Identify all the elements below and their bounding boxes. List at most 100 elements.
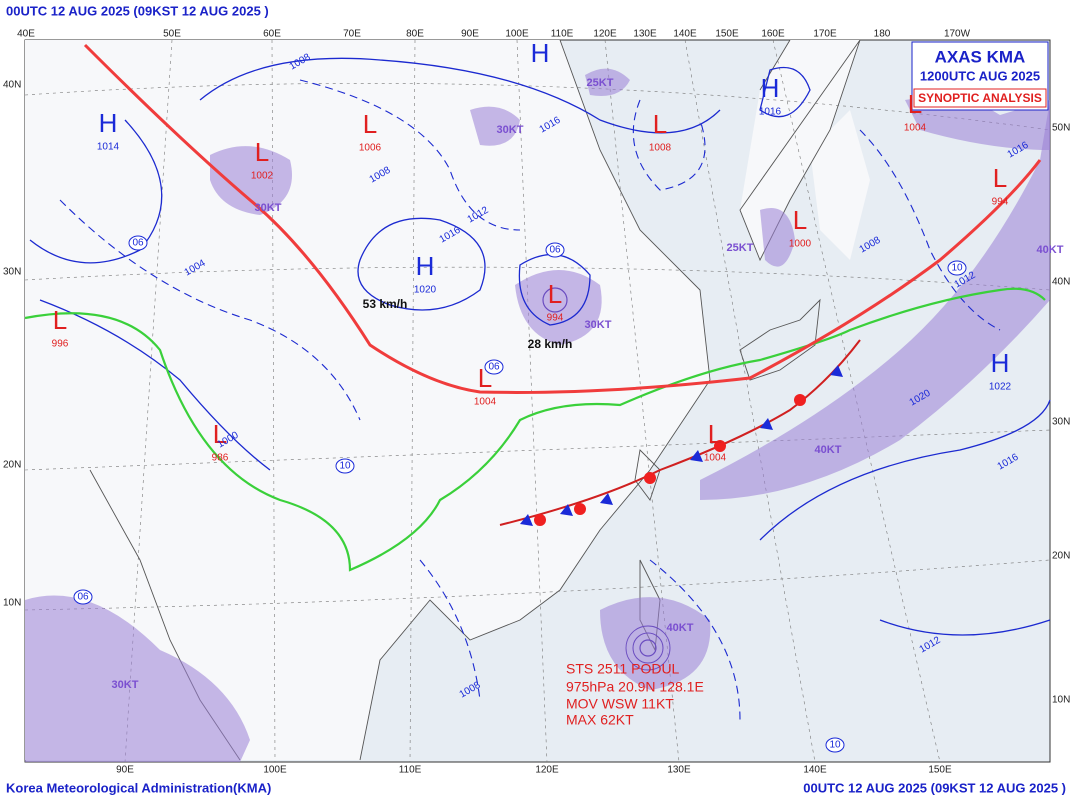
latitude-label: 20N xyxy=(1052,551,1070,562)
low-pressure-center-pressure: 1000 xyxy=(789,239,812,250)
circled-label: 10 xyxy=(951,263,963,274)
wind-label: 30KT xyxy=(497,124,524,136)
wind-label: 30KT xyxy=(585,319,612,331)
low-pressure-center: L xyxy=(708,419,722,449)
legend-analysis-box xyxy=(913,88,1047,108)
latitude-label: 40N xyxy=(1052,277,1070,288)
longitude-label: 70E xyxy=(343,29,361,40)
typhoon-name: STS 2511 PODUL xyxy=(566,661,680,677)
high-pressure-center: H xyxy=(416,251,435,281)
typhoon-symbol xyxy=(542,287,671,671)
header-title: 00UTC 12 AUG 2025 (09KST 12 AUG 2025 ) xyxy=(6,3,269,18)
latitude-label: 30N xyxy=(1052,417,1070,428)
wind-label: 30KT xyxy=(112,679,139,691)
low-pressure-center-pressure: 1002 xyxy=(251,171,274,182)
low-pressure-center: L xyxy=(548,279,562,309)
low-pressure-center: L xyxy=(213,419,227,449)
longitude-label: 130E xyxy=(633,29,657,40)
high-pressure-center-pressure: 1016 xyxy=(759,107,782,118)
longitude-label: 160E xyxy=(761,29,785,40)
low-pressure-center: L xyxy=(53,305,67,335)
fronts xyxy=(83,43,1042,526)
footer-right: 00UTC 12 AUG 2025 (09KST 12 AUG 2025 ) xyxy=(803,780,1066,795)
circled-label: 06 xyxy=(77,592,89,603)
circled-label-ring xyxy=(947,260,967,276)
longitude-label: 110E xyxy=(551,29,574,40)
circled-label: 10 xyxy=(339,461,351,472)
circled-label: 06 xyxy=(549,245,561,256)
legend-time: 1200UTC AUG 2025 xyxy=(920,68,1040,83)
longitude-label: 150E xyxy=(928,765,952,776)
land xyxy=(25,40,870,760)
latitude-label: 10N xyxy=(1052,695,1070,706)
longitude-label: 170E xyxy=(813,29,837,40)
latitude-label: 50N xyxy=(1052,123,1070,134)
longitude-label: 170W xyxy=(944,29,971,40)
low-pressure-center: L xyxy=(993,163,1007,193)
high-pressure-center-pressure: 1020 xyxy=(414,285,437,296)
longitude-label: 90E xyxy=(116,765,134,776)
low-pressure-center: L xyxy=(908,89,922,119)
circled-label-ring xyxy=(484,359,504,375)
low-pressure-center-pressure: 1004 xyxy=(904,123,927,134)
typhoon-max-wind: MAX 62KT xyxy=(566,712,634,728)
circled-label-ring xyxy=(335,458,355,474)
circled-label-ring xyxy=(825,737,845,753)
wind-label: 53 km/h xyxy=(363,297,408,311)
longitude-label: 50E xyxy=(163,29,181,40)
longitude-label: 80E xyxy=(406,29,424,40)
longitude-label: 110E xyxy=(399,765,422,776)
longitude-label: 180 xyxy=(874,29,891,40)
high-pressure-center-pressure: 1014 xyxy=(97,142,120,153)
low-pressure-center: L xyxy=(363,109,377,139)
low-pressure-center: L xyxy=(793,205,807,235)
wind-label: 28 km/h xyxy=(528,337,573,351)
circled-label: 06 xyxy=(132,238,144,249)
low-pressure-center-pressure: 1004 xyxy=(704,453,727,464)
low-pressure-center: L xyxy=(255,137,269,167)
longitude-label: 100E xyxy=(505,29,529,40)
itcz-line xyxy=(24,287,1046,572)
wind-label: 25KT xyxy=(727,242,754,254)
wind-label: 25KT xyxy=(587,77,614,89)
low-pressure-center: L xyxy=(653,109,667,139)
circled-label-ring xyxy=(73,589,93,605)
longitude-label: 150E xyxy=(715,29,739,40)
wind-label: 40KT xyxy=(667,622,694,634)
longitude-label: 40E xyxy=(17,29,35,40)
low-pressure-center-pressure: 986 xyxy=(212,453,229,464)
high-pressure-center: H xyxy=(991,348,1010,378)
latitude-label: 30N xyxy=(3,267,21,278)
low-pressure-center-pressure: 994 xyxy=(992,197,1009,208)
low-pressure-center-pressure: 1008 xyxy=(649,143,672,154)
high-pressure-center: H xyxy=(531,38,550,68)
longitude-label: 130E xyxy=(667,765,691,776)
legend-analysis: SYNOPTIC ANALYSIS xyxy=(918,91,1042,105)
low-pressure-center-pressure: 996 xyxy=(52,339,69,350)
latitude-label: 20N xyxy=(3,460,21,471)
typhoon-position: 975hPa 20.9N 128.1E xyxy=(566,679,704,695)
isobars xyxy=(29,57,1051,721)
legend-title: AXAS KMA xyxy=(935,47,1026,66)
footer-left: Korea Meteorological Administration(KMA) xyxy=(6,780,271,795)
wind-label: 30KT xyxy=(255,202,282,214)
longitude-label: 90E xyxy=(461,29,479,40)
low-pressure-center-pressure: 1004 xyxy=(474,397,497,408)
longitude-label: 100E xyxy=(263,765,287,776)
longitude-label: 120E xyxy=(535,765,559,776)
wind-label: 40KT xyxy=(815,444,842,456)
typhoon-info: STS 2511 PODUL 975hPa 20.9N 128.1E MOV W… xyxy=(566,661,704,728)
wind-label: 40KT xyxy=(1037,244,1064,256)
latitude-label: 40N xyxy=(3,80,21,91)
circled-label: 10 xyxy=(829,740,841,751)
circled-label-ring xyxy=(128,235,148,251)
circled-label-ring xyxy=(545,242,565,258)
high-pressure-center-pressure: 1022 xyxy=(989,382,1012,393)
graticule xyxy=(24,39,1051,763)
low-pressure-center-pressure: 1006 xyxy=(359,143,382,154)
latitude-label: 10N xyxy=(3,598,21,609)
circled-label: 06 xyxy=(488,362,500,373)
high-pressure-center: H xyxy=(761,73,780,103)
longitude-label: 120E xyxy=(593,29,617,40)
